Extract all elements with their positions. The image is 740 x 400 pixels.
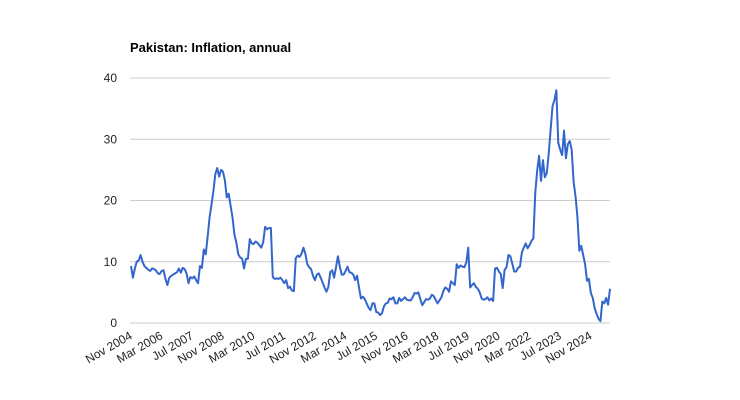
data-line [130, 89, 611, 323]
y-tick-label: 20 [104, 194, 118, 208]
y-tick-label: 40 [104, 71, 118, 85]
y-tick-label: 30 [104, 132, 118, 146]
y-tick-label: 0 [110, 316, 117, 330]
chart-title: Pakistan: Inflation, annual [130, 40, 291, 55]
y-tick-label: 10 [104, 255, 118, 269]
